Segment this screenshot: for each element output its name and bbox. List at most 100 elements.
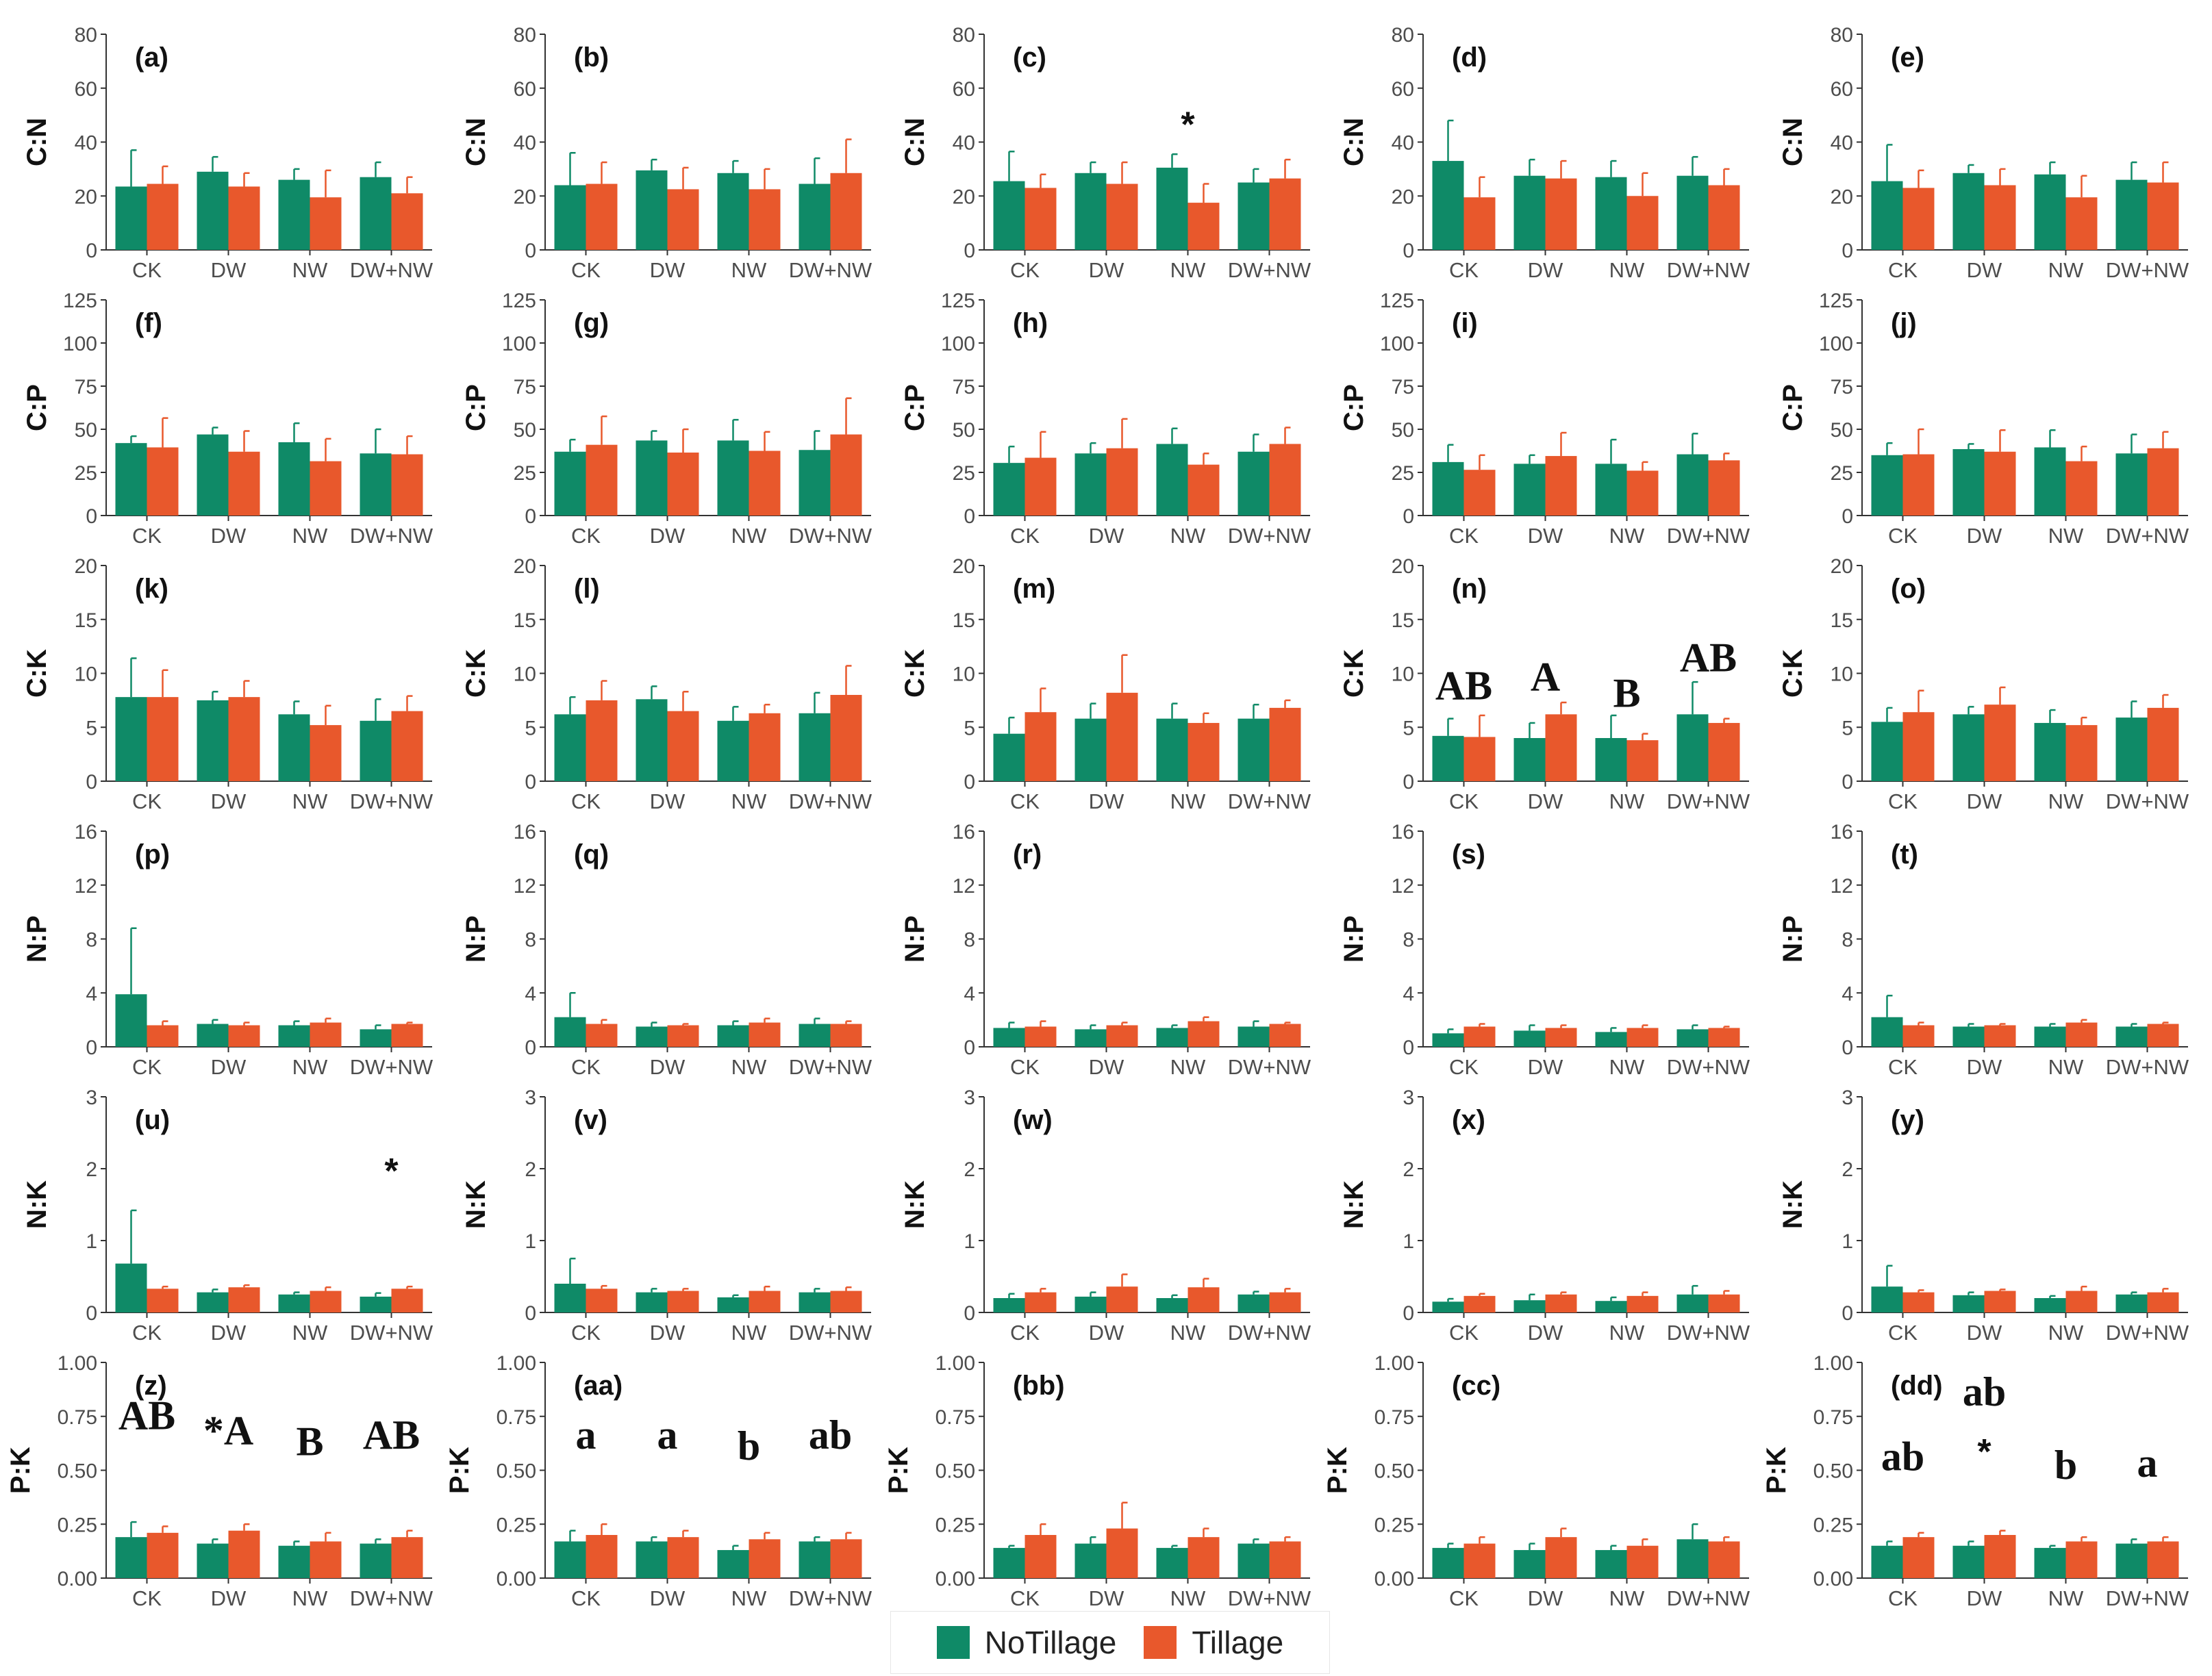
bar-tillage [2147,1292,2179,1312]
y-tick-label: 20 [75,186,97,208]
y-tick-label: 1 [1403,1230,1414,1253]
x-tick-label: DW [1528,524,1563,548]
bar-notillage [1156,1547,1188,1578]
y-tick-label: 0 [1403,505,1414,528]
y-tick-label: 40 [514,132,536,155]
bar-tillage [391,1537,423,1578]
x-tick-label: DW [1967,258,2002,282]
x-tick-label: DW+NW [2106,789,2189,813]
bar-notillage [636,699,668,781]
significance-annotation: ab [1963,1369,2006,1414]
x-tick-label: CK [1010,1055,1040,1079]
panel-label: (x) [1452,1105,1485,1135]
y-tick-label: 80 [514,24,536,47]
bar-notillage [197,1543,229,1578]
x-tick-label: DW+NW [350,1586,433,1610]
bar-notillage [2034,1547,2066,1578]
y-tick-label: 0 [964,240,975,262]
bar-tillage [1106,1025,1138,1047]
panel-label: (k) [135,574,168,604]
x-tick-label: DW [1528,258,1563,282]
bar-tillage [830,1539,862,1578]
x-tick-label: DW [1089,1321,1124,1345]
bar-notillage [1513,464,1546,516]
bar-notillage [360,453,392,516]
x-tick-label: DW+NW [1228,258,1311,282]
x-tick-label: NW [731,258,767,282]
bar-tillage [1106,692,1138,781]
x-tick-label: CK [571,1055,601,1079]
x-tick-label: NW [292,1321,328,1345]
bar-tillage [830,173,862,250]
bar-tillage [228,451,260,516]
bar-tillage [391,1024,423,1047]
bar-tillage [147,1288,179,1312]
bar-notillage [1595,1032,1627,1047]
x-tick-label: NW [1609,1321,1645,1345]
x-tick-label: DW [1528,1321,1563,1345]
x-tick-label: DW+NW [789,524,872,548]
x-tick-label: DW [1089,1586,1124,1610]
x-tick-label: NW [2048,1586,2084,1610]
bar-notillage [2034,447,2066,516]
bar-tillage [2147,182,2179,250]
y-tick-label: 10 [953,663,975,686]
y-tick-label: 2 [525,1158,536,1181]
significance-annotation: * [384,1152,399,1191]
y-axis-title: N:K [22,1180,52,1229]
bar-tillage [1106,183,1138,250]
bar-tillage [1984,1025,2016,1047]
bar-notillage [1237,718,1270,781]
x-tick-label: CK [571,789,601,813]
bar-notillage [278,714,310,781]
bar-tillage [1902,454,1935,516]
y-tick-label: 60 [75,78,97,101]
bar-tillage [1025,1292,1057,1312]
y-tick-label: 5 [1403,717,1414,739]
y-axis-title: C:P [900,384,930,431]
bar-tillage [228,186,260,250]
bar-tillage [1106,1528,1138,1578]
panel-label: (e) [1891,42,1924,73]
y-tick-label: 1 [1842,1230,1853,1253]
bar-tillage [749,713,781,781]
x-tick-label: DW [650,1055,686,1079]
x-tick-label: CK [1449,789,1479,813]
bar-notillage [2115,1026,2148,1047]
bar-tillage [1545,1294,1577,1312]
y-tick-label: 1.00 [1813,1352,1853,1375]
y-tick-label: 0 [1842,771,1853,793]
bar-tillage [1902,712,1935,781]
bar-tillage [586,1535,618,1578]
x-tick-label: DW [211,1055,247,1079]
panel-label: (f) [135,308,162,338]
bar-tillage [1984,185,2016,250]
x-tick-label: DW+NW [789,1321,872,1345]
legend-swatch-notillage [936,1626,970,1659]
bar-notillage [1595,738,1627,781]
x-tick-label: CK [571,1321,601,1345]
bar-tillage [310,461,342,516]
y-tick-label: 0.00 [935,1568,975,1590]
x-tick-label: CK [1888,1321,1918,1345]
bar-notillage [799,713,831,781]
y-tick-label: 3 [525,1087,536,1109]
y-axis-title: C:K [461,649,491,698]
y-tick-label: 0.00 [497,1568,536,1590]
bar-tillage [1626,196,1659,250]
bar-notillage [1676,714,1709,781]
y-tick-label: 50 [75,419,97,442]
y-tick-label: 12 [953,875,975,898]
bar-tillage [1269,1541,1301,1578]
x-tick-label: NW [292,524,328,548]
y-axis-title: P:K [1761,1447,1792,1494]
bar-notillage [1432,1302,1464,1312]
y-tick-label: 0 [1842,1302,1853,1325]
y-axis-title: C:K [22,649,52,698]
x-tick-label: DW [650,1586,686,1610]
bar-tillage [1463,470,1496,516]
y-tick-label: 4 [86,982,97,1005]
bar-tillage [1545,456,1577,516]
y-tick-label: 75 [1831,376,1853,398]
